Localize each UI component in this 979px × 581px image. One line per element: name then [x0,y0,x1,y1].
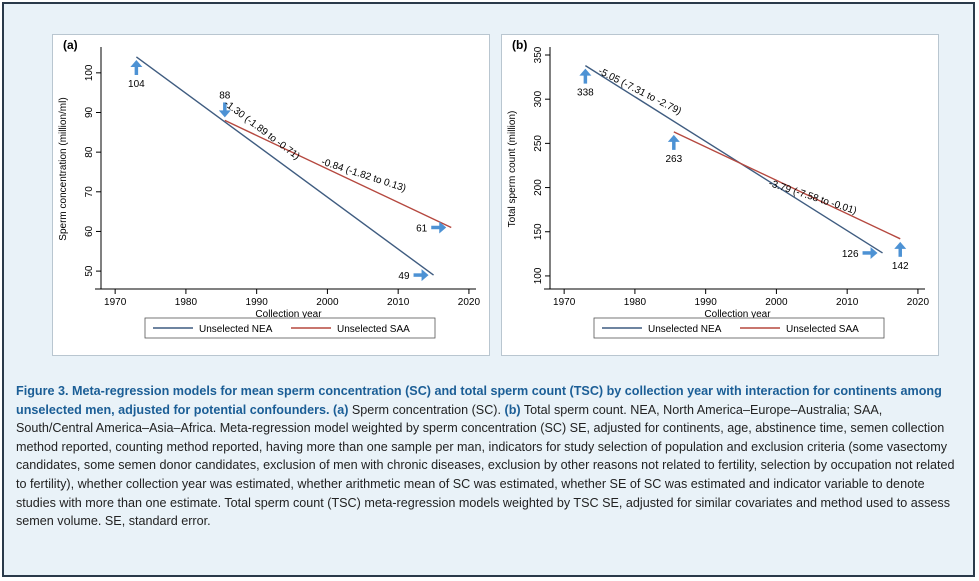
chart-a: (a) 50 60 70 80 90 100 1970 1980 1990 2000 2010 2020… [58,38,481,339]
legend-box [144,317,436,339]
x-tick-label: 1980 [175,297,198,308]
series-line-nea [135,56,434,276]
figure-caption: Figure 3. Meta-regression models for mea… [16,382,961,531]
series-line-saa [673,131,901,240]
panel-label: (a) [63,38,78,52]
y-axis-label: Total sperm count (million) [507,111,518,228]
y-tick-label: 200 [533,179,544,196]
arrow-icon [218,102,231,118]
y-tick-label: 100 [84,64,95,81]
arrow-icon [579,68,592,84]
value-label: 338 [577,88,594,99]
x-tick-label: 2010 [836,297,859,308]
arrow-icon [130,59,143,75]
series-line-saa [224,119,452,229]
legend: Unselected NEA Unselected SAA [144,317,436,339]
chart-panel-b: (b) 100 150 200 250 300 350 1970 1980 1990 2000 201… [501,34,939,356]
value-label: 61 [416,223,428,234]
value-label: 126 [842,249,859,260]
x-axis-label: Collection year [704,309,771,320]
y-tick-label: 250 [533,135,544,152]
chart-panel-a: (a) 50 60 70 80 90 100 1970 1980 1990 2000 2010 2020… [52,34,490,356]
y-tick-label: 80 [84,146,95,158]
y-tick-label: 50 [84,265,95,277]
y-tick-label: 350 [533,46,544,63]
y-tick-label: 60 [84,225,95,237]
y-tick-label: 150 [533,223,544,240]
caption-text-a: Sperm concentration (SC). [348,402,505,417]
arrow-icon [413,269,429,282]
x-tick-label: 2020 [907,297,930,308]
slope-annotation: -0.84 (-1.82 to 0.13) [320,157,407,195]
slope-annotation: -5.05 (-7.31 to -2.79) [596,66,683,117]
legend: Unselected NEA Unselected SAA [593,317,885,339]
legend-label: Unselected NEA [199,324,273,335]
y-tick-label: 300 [533,90,544,107]
arrow-icon [862,246,878,259]
series-line-nea [585,65,883,254]
caption-label-b: (b) [504,402,521,417]
arrow-icon [667,134,680,150]
y-axis-label: Sperm concentration (million/ml) [58,97,69,240]
slope-annotation: -1.30 (-1.89 to -0.71) [222,98,302,162]
caption-heading: Figure 3. Meta-regression models for mea… [16,384,942,417]
x-tick-label: 2020 [458,297,481,308]
legend-label: Unselected SAA [337,324,410,335]
caption-text-rest: Total sperm count. NEA, North America–Eu… [16,402,955,529]
value-label: 263 [665,154,682,165]
x-tick-label: 1970 [553,297,576,308]
x-tick-label: 1980 [624,297,647,308]
legend-box [593,317,885,339]
y-tick-label: 70 [84,186,95,198]
x-axis-label: Collection year [255,309,322,320]
legend-label: Unselected NEA [648,324,722,335]
chart-b: (b) 100 150 200 250 300 350 1970 1980 1990 2000 201… [507,38,930,339]
arrow-icon [431,221,447,234]
x-tick-label: 2000 [765,297,788,308]
value-label: 49 [398,271,410,282]
value-label: 104 [128,79,145,90]
y-tick-label: 90 [84,106,95,118]
arrow-icon [894,241,907,257]
x-tick-label: 1990 [246,297,269,308]
legend-label: Unselected SAA [786,324,859,335]
x-tick-label: 2010 [387,297,410,308]
caption-label-a: (a) [333,402,349,417]
x-tick-label: 1990 [695,297,718,308]
slope-annotation: -3.79 (-7.58 to -0.01) [767,178,858,217]
x-tick-label: 2000 [316,297,339,308]
x-tick-label: 1970 [104,297,127,308]
value-label: 88 [219,90,231,101]
panel-label: (b) [512,38,527,52]
y-tick-label: 100 [533,267,544,284]
value-label: 142 [892,261,909,272]
